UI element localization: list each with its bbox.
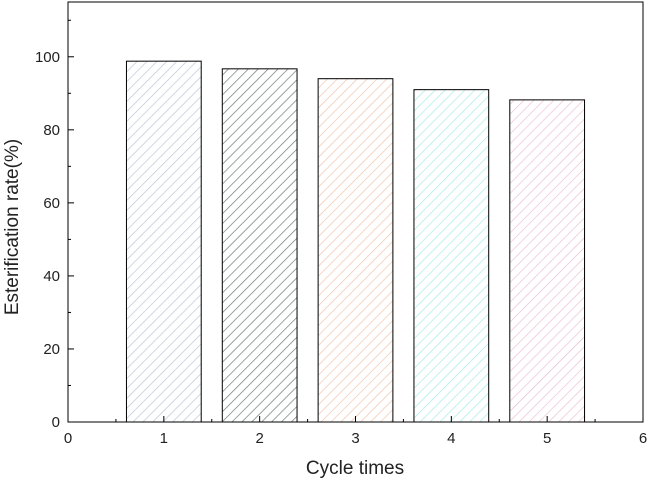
bar-cycle-1 <box>125 60 202 423</box>
x-tick-label: 0 <box>64 430 72 447</box>
y-tick-label: 100 <box>35 49 60 66</box>
y-axis-ticks: 0 20 40 60 80 100 <box>35 19 74 431</box>
y-tick-label: 80 <box>43 122 60 139</box>
y-axis-title: Esterification rate(%) <box>2 139 23 315</box>
x-axis-title: Cycle times <box>306 458 404 479</box>
x-tick-label: 2 <box>255 430 263 447</box>
x-tick-label: 6 <box>639 430 647 447</box>
bar-cycle-2 <box>221 68 298 423</box>
bar-cycle-4 <box>413 89 490 423</box>
bars-group <box>125 60 586 423</box>
bar-cycle-5 <box>509 99 586 423</box>
x-tick-label: 1 <box>160 430 168 447</box>
x-tick-label: 4 <box>447 430 455 447</box>
y-tick-label: 60 <box>43 195 60 212</box>
y-tick-label: 20 <box>43 341 60 358</box>
bar-cycle-3 <box>317 78 394 423</box>
y-tick-label: 40 <box>43 268 60 285</box>
x-tick-label: 3 <box>351 430 359 447</box>
x-tick-label: 5 <box>543 430 551 447</box>
y-tick-label: 0 <box>52 414 60 431</box>
x-axis-ticks: 0 1 2 3 4 5 6 <box>64 416 647 447</box>
